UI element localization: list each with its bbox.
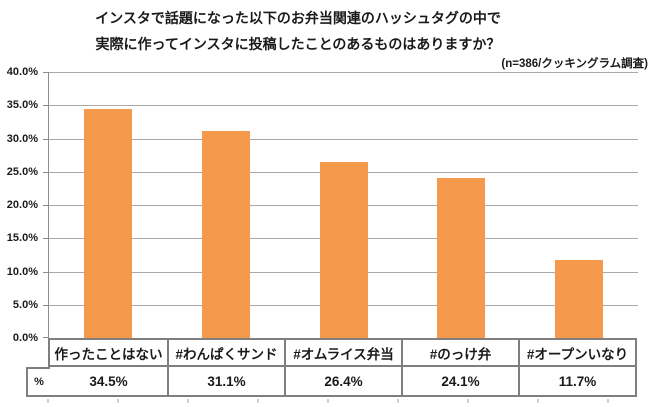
bottom-axis-tick	[397, 399, 399, 403]
y-axis-tick	[43, 139, 49, 140]
row-label-cell: %	[26, 367, 50, 397]
bar-#オープンいなり	[555, 260, 603, 338]
y-axis-label: 0.0%	[12, 332, 38, 344]
y-axis-tick	[43, 105, 49, 106]
y-axis-tick	[43, 205, 49, 206]
y-axis-label: 40.0%	[6, 66, 38, 78]
y-axis-tick	[43, 305, 49, 306]
y-axis-tick	[43, 72, 49, 73]
y-axis-label: 5.0%	[12, 299, 38, 311]
sample-size-note: (n=386/クッキングラム調査)	[501, 58, 648, 70]
y-axis-label: 35.0%	[6, 99, 38, 111]
bar-#わんぱくサンド	[202, 131, 250, 338]
category-header-cell: #のっけ弁	[401, 340, 518, 367]
value-cell: 11.7%	[518, 367, 635, 395]
y-axis-labels: 40.0% 35.0% 30.0% 25.0% 20.0% 15.0% 10.0% 5.0% 0…	[0, 66, 42, 344]
value-cell: 24.1%	[401, 367, 518, 395]
bottom-axis-tick	[47, 399, 49, 403]
value-cell: 31.1%	[167, 367, 284, 395]
chart-title-line2: 実際に作ってインスタに投稿したことのあるものはありますか？	[95, 36, 501, 52]
y-axis-tick	[43, 272, 49, 273]
gridline	[49, 139, 638, 140]
category-header-cell: #オープンいなり	[518, 340, 635, 367]
plot-area	[43, 72, 638, 338]
category-header-cell: #オムライス弁当	[284, 340, 401, 367]
data-table: 作ったことはない #わんぱくサンド #オムライス弁当 #のっけ弁 #オープンいなり 34.…	[48, 338, 637, 397]
y-axis-label: 20.0%	[6, 199, 38, 211]
bar-作ったことはない	[84, 109, 132, 338]
bottom-axis-tick	[257, 399, 259, 403]
gridline	[49, 105, 638, 106]
y-axis-label: 10.0%	[6, 266, 38, 278]
category-header-cell: #わんぱくサンド	[167, 340, 284, 367]
y-axis-tick	[43, 238, 49, 239]
y-axis-tick	[43, 172, 49, 173]
category-header-cell: 作ったことはない	[50, 340, 167, 367]
bar-#オムライス弁当	[320, 162, 368, 338]
y-axis-label: 25.0%	[6, 166, 38, 178]
chart-title-line1: インスタで話題になった以下のお弁当関連のハッシュタグの中で	[95, 10, 501, 26]
bottom-axis-tick	[117, 399, 119, 403]
bottom-axis-tick	[467, 399, 469, 403]
gridline	[49, 72, 638, 73]
value-cell: 34.5%	[89, 373, 128, 389]
bottom-axis-tick	[537, 399, 539, 403]
bottom-axis-tick	[327, 399, 329, 403]
y-axis-tick	[43, 337, 49, 338]
chart-title: インスタで話題になった以下のお弁当関連のハッシュタグの中で 実際に作ってインスタ…	[0, 5, 596, 57]
bottom-axis-tick	[187, 399, 189, 403]
value-cell: 26.4%	[284, 367, 401, 395]
y-axis-label: 15.0%	[6, 232, 38, 244]
bottom-axis-tick	[607, 399, 609, 403]
y-axis-label: 30.0%	[6, 133, 38, 145]
bar-#のっけ弁	[437, 178, 485, 338]
